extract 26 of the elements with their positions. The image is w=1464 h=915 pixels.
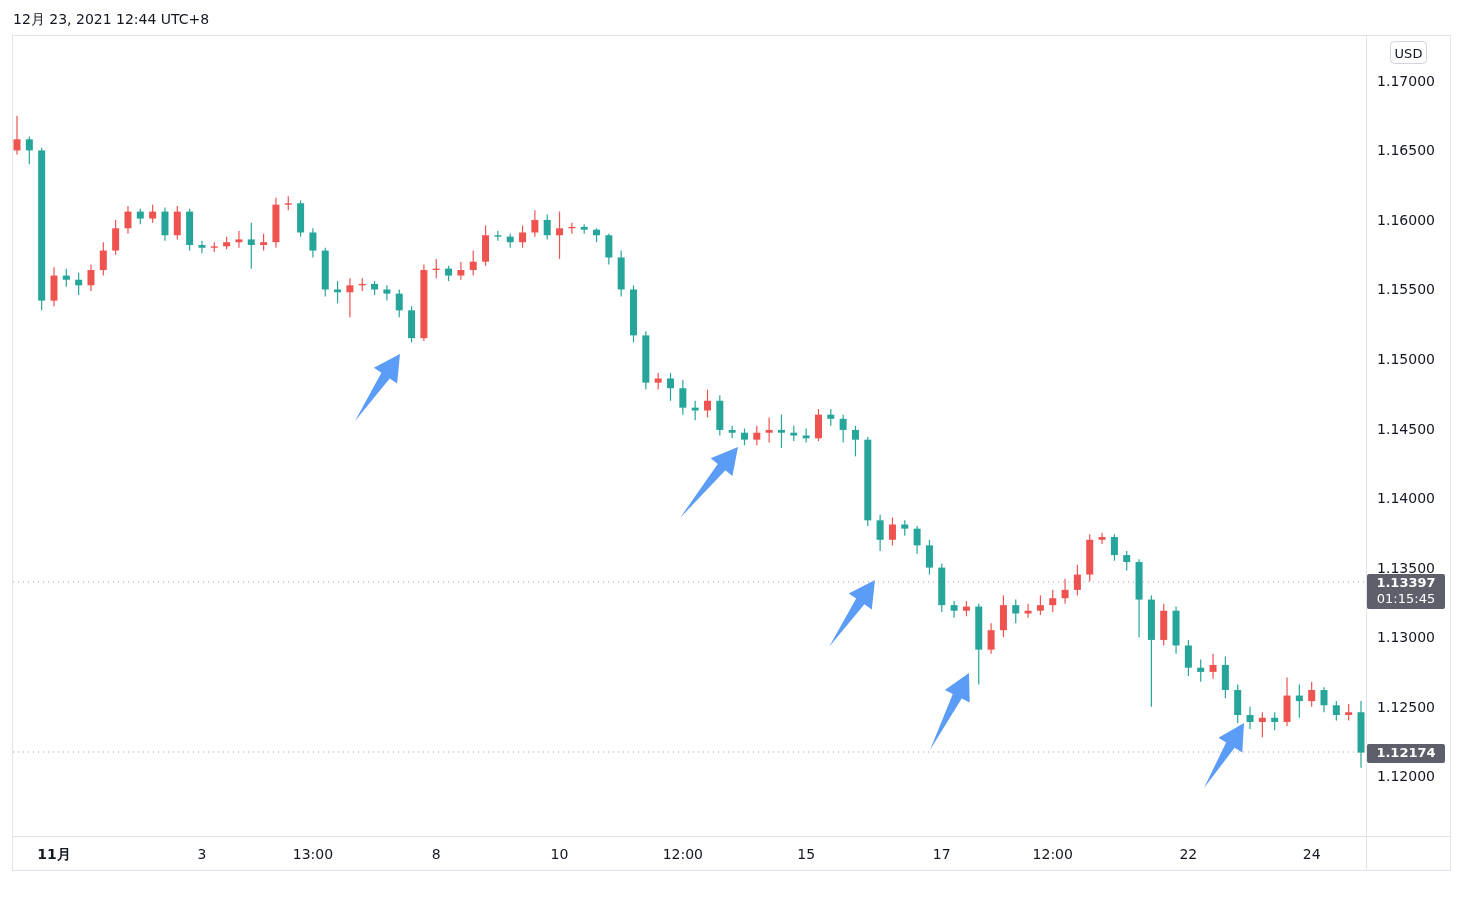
y-tick-label: 1.15000 [1377, 351, 1435, 368]
x-tick-label: 13:00 [292, 846, 334, 862]
chart-title: 12月 23, 2021 12:44 UTC+8 [13, 11, 210, 27]
x-tick-label: 22 [1179, 846, 1198, 862]
ref-line-label: 1.12174 [1376, 745, 1436, 761]
x-tick-label: 8 [431, 846, 441, 862]
y-tick-label: 1.14500 [1377, 420, 1435, 437]
y-tick-label: 1.13000 [1377, 629, 1435, 646]
y-tick-label: 1.12500 [1377, 698, 1435, 715]
x-tick-label: 24 [1302, 846, 1321, 862]
y-tick-label: 1.17000 [1377, 72, 1435, 89]
y-axis-title: USD [1394, 46, 1423, 61]
y-tick-label: 1.15500 [1377, 281, 1435, 298]
x-tick-label: 12:00 [1032, 846, 1073, 862]
y-tick-label: 1.16500 [1377, 142, 1435, 159]
x-tick-label: 15 [797, 846, 816, 862]
y-tick-label: 1.14000 [1377, 490, 1435, 507]
ref-line-label: 1.13397 01:15:45 [1376, 574, 1436, 606]
x-tick-label: 3 [197, 846, 207, 862]
x-tick-label: 12:00 [662, 846, 704, 862]
x-tick-label: 17 [932, 846, 951, 862]
x-tick-label: 10 [550, 846, 569, 862]
y-tick-label: 1.16000 [1377, 211, 1435, 228]
y-tick-label: 1.13500 [1377, 559, 1435, 576]
y-tick-label: 1.12000 [1377, 768, 1435, 785]
x-tick-label: 11月 [37, 846, 71, 862]
